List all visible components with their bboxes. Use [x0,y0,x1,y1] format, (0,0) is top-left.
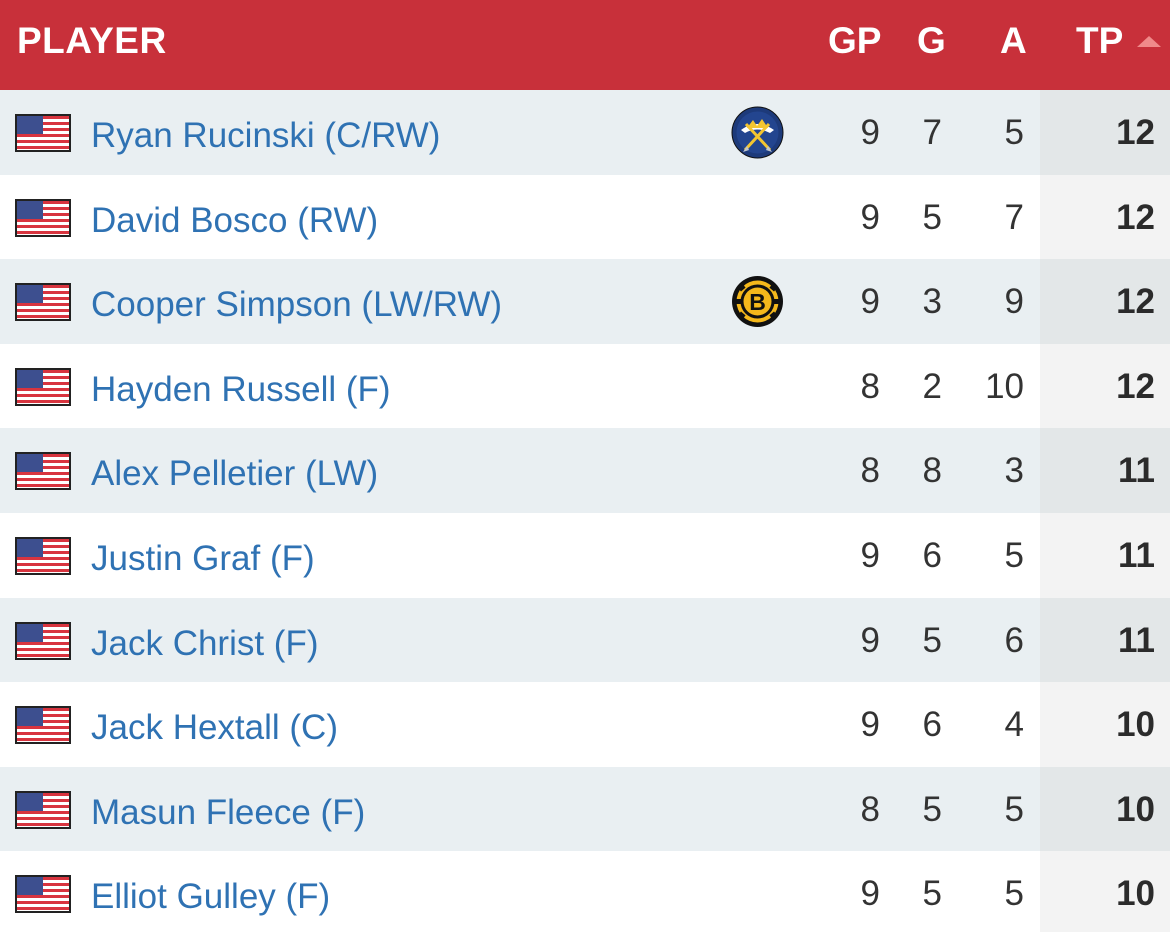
assists-value: 10 [985,366,1024,406]
games-played-value: 9 [860,874,880,914]
player-name-link[interactable]: Alex Pelletier (LW) [91,454,379,494]
goals-value: 6 [922,535,942,575]
usa-flag-icon [15,283,71,322]
usa-flag-icon [15,790,71,829]
player-name-link[interactable]: Cooper Simpson (LW/RW) [91,285,503,325]
games-played-value: 9 [860,535,880,575]
games-played-value: 9 [860,620,880,660]
goals-value: 5 [922,620,942,660]
table-header: PLAYER GP G A TP [0,0,1170,90]
player-name-link[interactable]: Jack Hextall (C) [91,708,338,748]
total-points-value: 12 [1116,197,1155,237]
tp-column-highlight [1040,597,1170,683]
table-row: Elliot Gulley (F) 9 5 5 10 [0,851,1170,932]
games-played-value: 9 [860,705,880,745]
assists-value: 3 [1004,451,1024,491]
table-row: Jack Christ (F) 9 5 6 11 [0,597,1170,683]
assists-value: 9 [1004,282,1024,322]
tp-column-highlight [1040,428,1170,513]
total-points-value: 10 [1116,789,1155,829]
table-row: Cooper Simpson (LW/RW) B 9 3 9 12 [0,259,1170,344]
assists-value: 5 [1004,113,1024,152]
total-points-value: 11 [1118,451,1155,491]
goals-value: 3 [922,282,942,322]
usa-flag-icon [15,875,71,914]
player-name-link[interactable]: Elliot Gulley (F) [91,877,331,917]
tp-column-highlight [1040,174,1170,260]
player-name-link[interactable]: Hayden Russell (F) [91,369,391,409]
player-name-link[interactable]: Ryan Rucinski (C/RW) [91,116,441,155]
assists-value: 7 [1004,197,1024,237]
column-header-tp[interactable]: TP [1076,20,1124,61]
column-header-a[interactable]: A [1000,20,1027,61]
assists-value: 6 [1004,620,1024,660]
games-played-value: 8 [860,366,880,406]
tp-column-highlight [1040,766,1170,852]
table-row: David Bosco (RW) 9 5 7 12 [0,174,1170,260]
buffalo-sabres-logo-icon[interactable] [731,106,784,159]
column-header-g[interactable]: G [917,20,946,61]
usa-flag-icon [15,198,71,237]
goals-value: 5 [922,874,942,914]
player-name-link[interactable]: Masun Fleece (F) [91,792,366,832]
total-points-value: 10 [1116,705,1155,745]
column-header-player[interactable]: PLAYER [17,20,167,61]
usa-flag-icon [15,114,71,152]
assists-value: 5 [1004,789,1024,829]
table-row: Justin Graf (F) 9 6 5 11 [0,512,1170,598]
table-row: Alex Pelletier (LW) 8 8 3 11 [0,428,1170,513]
goals-value: 5 [922,197,942,237]
usa-flag-icon [15,706,71,745]
assists-value: 4 [1004,705,1024,745]
total-points-value: 10 [1116,874,1155,914]
usa-flag-icon [15,536,71,575]
tp-column-highlight [1040,682,1170,767]
tp-column-highlight [1040,90,1170,175]
tp-column-highlight [1040,851,1170,932]
usa-flag-icon [15,452,71,491]
table-row: Hayden Russell (F) 8 2 10 12 [0,343,1170,429]
table-row: Ryan Rucinski (C/RW) 9 7 5 12 [0,90,1170,175]
tp-column-highlight [1040,512,1170,598]
boston-bruins-logo-icon[interactable]: B [731,275,784,328]
games-played-value: 8 [860,451,880,491]
player-name-link[interactable]: Jack Christ (F) [91,623,319,663]
games-played-value: 9 [860,197,880,237]
table-row: Masun Fleece (F) 8 5 5 10 [0,766,1170,852]
assists-value: 5 [1004,874,1024,914]
assists-value: 5 [1004,535,1024,575]
column-header-gp[interactable]: GP [828,20,882,61]
table-body: Ryan Rucinski (C/RW) 9 7 5 12 David Bosc… [0,90,1170,932]
player-name-link[interactable]: Justin Graf (F) [91,538,315,578]
total-points-value: 11 [1118,620,1155,660]
total-points-value: 12 [1116,113,1155,152]
sort-ascending-icon[interactable] [1137,36,1161,47]
games-played-value: 9 [860,282,880,322]
goals-value: 2 [922,366,942,406]
games-played-value: 8 [860,789,880,829]
goals-value: 7 [922,113,942,152]
total-points-value: 11 [1118,535,1155,575]
usa-flag-icon [15,367,71,406]
usa-flag-icon [15,621,71,660]
tp-column-highlight [1040,343,1170,429]
goals-value: 8 [922,451,942,491]
games-played-value: 9 [860,113,880,152]
tp-column-highlight [1040,259,1170,344]
svg-text:B: B [749,289,766,315]
goals-value: 5 [922,789,942,829]
table-row: Jack Hextall (C) 9 6 4 10 [0,682,1170,767]
player-name-link[interactable]: David Bosco (RW) [91,200,379,240]
total-points-value: 12 [1116,366,1155,406]
goals-value: 6 [922,705,942,745]
total-points-value: 12 [1116,282,1155,322]
